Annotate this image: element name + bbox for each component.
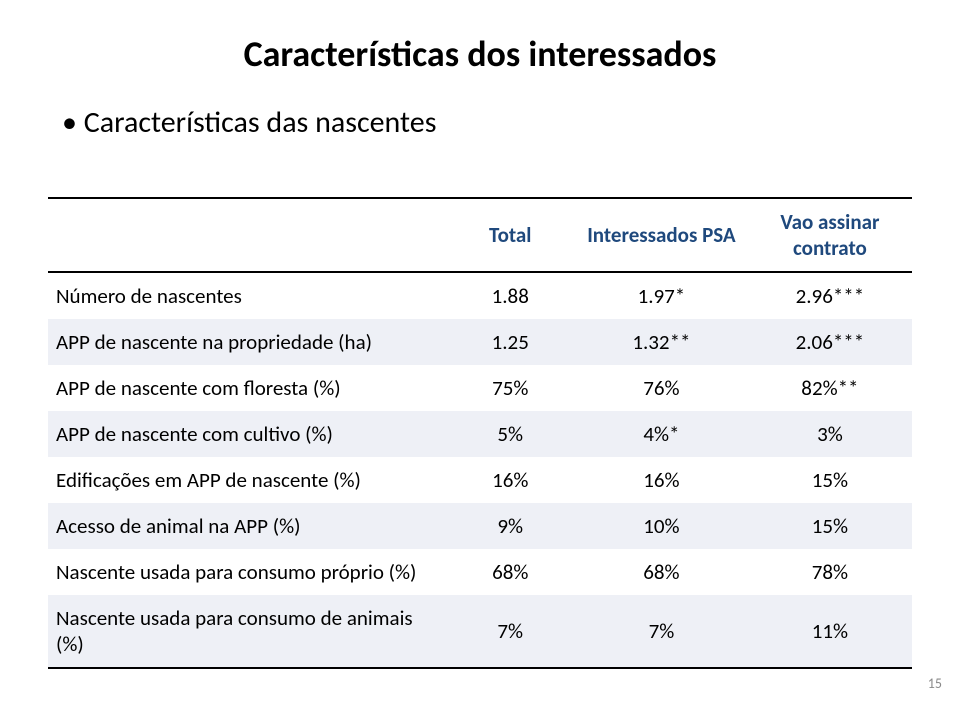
data-table-wrap: Total Interessados PSA Vao assinar contr… (48, 197, 912, 669)
cell: 1.32** (575, 319, 748, 365)
cell: 2.96*** (748, 272, 912, 319)
col-header-contrato: Vao assinar contrato (748, 198, 912, 272)
row-label: Nascente usada para consumo próprio (%) (48, 549, 445, 595)
row-label: Nascente usada para consumo de animais (… (48, 595, 445, 668)
cell: 1.25 (445, 319, 575, 365)
cell: 15% (748, 503, 912, 549)
cell: 9% (445, 503, 575, 549)
cell: 82%** (748, 365, 912, 411)
row-label: Acesso de animal na APP (%) (48, 503, 445, 549)
cell: 7% (445, 595, 575, 668)
cell: 78% (748, 549, 912, 595)
page-number: 15 (928, 675, 942, 692)
table-header-row: Total Interessados PSA Vao assinar contr… (48, 198, 912, 272)
table-row: APP de nascente com cultivo (%) 5% 4%* 3… (48, 411, 912, 457)
row-label: APP de nascente com cultivo (%) (48, 411, 445, 457)
table-row: APP de nascente na propriedade (ha) 1.25… (48, 319, 912, 365)
col-header-psa: Interessados PSA (575, 198, 748, 272)
bullet-list: Características das nascentes (62, 104, 912, 141)
cell: 5% (445, 411, 575, 457)
data-table: Total Interessados PSA Vao assinar contr… (48, 197, 912, 669)
table-row: Edificações em APP de nascente (%) 16% 1… (48, 457, 912, 503)
cell: 68% (575, 549, 748, 595)
table-row: Nascente usada para consumo de animais (… (48, 595, 912, 668)
cell: 11% (748, 595, 912, 668)
cell: 16% (445, 457, 575, 503)
cell: 1.97* (575, 272, 748, 319)
table-row: Acesso de animal na APP (%) 9% 10% 15% (48, 503, 912, 549)
slide: Características dos interessados Caracte… (0, 0, 960, 704)
cell: 4%* (575, 411, 748, 457)
row-label: APP de nascente com floresta (%) (48, 365, 445, 411)
cell: 7% (575, 595, 748, 668)
bullet-item: Características das nascentes (62, 104, 912, 141)
cell: 2.06*** (748, 319, 912, 365)
table-row: Nascente usada para consumo próprio (%) … (48, 549, 912, 595)
row-label: APP de nascente na propriedade (ha) (48, 319, 445, 365)
cell: 3% (748, 411, 912, 457)
table-row: Número de nascentes 1.88 1.97* 2.96*** (48, 272, 912, 319)
table-row: APP de nascente com floresta (%) 75% 76%… (48, 365, 912, 411)
col-header-total: Total (445, 198, 575, 272)
row-label: Edificações em APP de nascente (%) (48, 457, 445, 503)
cell: 10% (575, 503, 748, 549)
cell: 1.88 (445, 272, 575, 319)
page-title: Características dos interessados (48, 32, 912, 76)
row-label: Número de nascentes (48, 272, 445, 319)
cell: 16% (575, 457, 748, 503)
cell: 68% (445, 549, 575, 595)
cell: 15% (748, 457, 912, 503)
cell: 76% (575, 365, 748, 411)
cell: 75% (445, 365, 575, 411)
col-header-blank (48, 198, 445, 272)
